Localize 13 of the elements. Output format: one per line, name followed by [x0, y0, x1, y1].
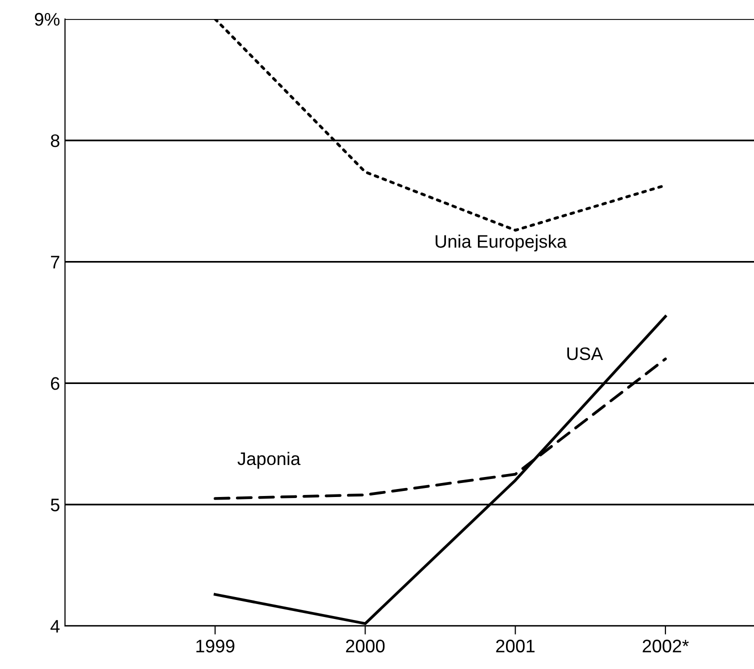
y-tick-label: 8	[50, 134, 60, 148]
x-tick-label: 2000	[346, 640, 385, 652]
x-tick-label: 2001	[496, 640, 535, 652]
y-tick-label: 4	[50, 620, 60, 633]
y-tick-label: 6	[51, 377, 60, 390]
y-tick-label: 5	[50, 498, 60, 512]
series-label: Unia Europejska	[436, 234, 567, 252]
series-label: USA	[567, 347, 603, 360]
y-tick-label: 7	[51, 256, 60, 268]
x-tick-label: 2002*	[642, 640, 689, 652]
y-tick-label: 9%	[34, 12, 60, 26]
series-label: Japonia	[238, 452, 300, 469]
x-tick-label: 1999	[196, 640, 234, 652]
